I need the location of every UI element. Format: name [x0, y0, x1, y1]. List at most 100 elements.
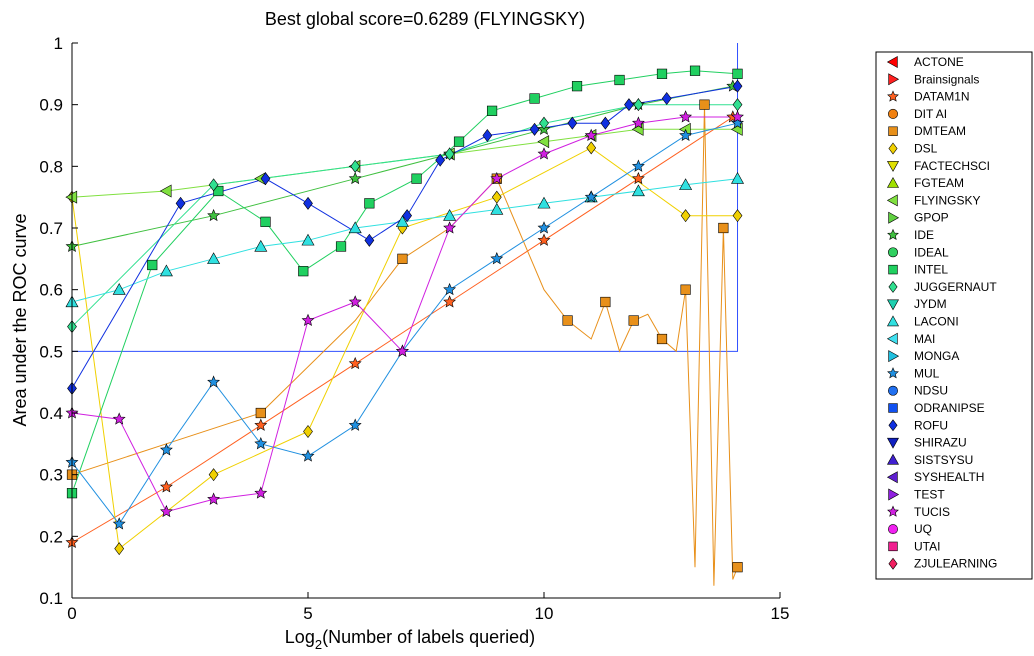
data-point-rofu — [529, 122, 540, 136]
y-tick-label: 0.7 — [39, 219, 63, 238]
legend-label-jydm: JYDM — [914, 297, 947, 311]
legend-label-zjulearning: ZJULEARNING — [914, 557, 997, 571]
y-tick-label: 0.4 — [39, 404, 63, 423]
data-point-mul — [631, 159, 645, 172]
y-axis-label: Area under the ROC curve — [10, 213, 30, 426]
data-point-dmteam — [718, 222, 729, 234]
data-point-mul — [443, 282, 457, 296]
y-tick-label: 0.8 — [39, 157, 63, 176]
data-point-tucis — [443, 221, 457, 234]
data-point-tucis — [731, 110, 744, 123]
data-point-laconi — [254, 239, 268, 252]
data-point-dsl — [208, 468, 219, 482]
series-line-dmteam — [71, 104, 738, 586]
legend-marker-laconi — [886, 315, 900, 327]
data-point-mul — [348, 418, 362, 431]
data-point-mul — [301, 449, 315, 462]
legend-marker-odranipse — [888, 403, 898, 413]
data-point-flyingsky — [159, 184, 172, 198]
y-tick-label: 0.1 — [39, 589, 63, 608]
legend-marker-factechsci — [886, 161, 900, 172]
legend-marker-mai — [886, 332, 898, 345]
data-point-intel — [656, 68, 668, 79]
legend-label-rofu: ROFU — [914, 418, 948, 432]
legend-label-utai: UTAI — [914, 539, 940, 553]
data-point-tucis — [112, 412, 126, 425]
data-point-intel — [411, 173, 422, 184]
data-point-laconi — [443, 209, 457, 221]
legend-label-sistsysu: SISTSYSU — [914, 453, 973, 467]
data-point-ide — [348, 171, 362, 185]
legend-marker-juggernaut — [888, 280, 898, 293]
legend-marker-flyingsky — [886, 194, 898, 207]
legend-label-fgteam: FGTEAM — [914, 176, 964, 190]
legend-marker-actone — [886, 55, 898, 69]
legend-marker-dsl — [888, 142, 898, 155]
data-point-laconi — [679, 178, 693, 190]
series-line-rofu — [71, 85, 738, 389]
data-point-rofu — [732, 79, 743, 93]
data-point-tucis — [159, 504, 173, 518]
data-point-laconi — [631, 184, 645, 197]
data-point-laconi — [395, 215, 409, 227]
data-point-dmteam — [562, 315, 573, 326]
data-point-tucis — [254, 486, 268, 499]
data-point-mul — [254, 437, 268, 450]
data-point-laconi — [207, 252, 221, 264]
legend-marker-test — [888, 488, 900, 501]
legend-marker-fgteam — [886, 176, 900, 188]
legend-marker-zjulearning — [888, 557, 898, 570]
x-tick-label: 5 — [303, 604, 312, 623]
data-point-laconi — [348, 221, 362, 234]
legend-label-actone: ACTONE — [914, 55, 964, 69]
axes: 0 5 10 15 0.1 0.2 0.3 0.4 0.5 0.6 0.7 0.8 0.9 1 — [39, 34, 789, 623]
data-point-tucis — [584, 128, 598, 142]
legend-label-dsl: DSL — [914, 142, 938, 156]
legend-label-laconi: LACONI — [914, 315, 959, 329]
data-point-tucis — [631, 116, 645, 129]
data-point-laconi — [537, 196, 551, 209]
y-tick-label: 0.3 — [39, 466, 63, 485]
data-point-dmteam — [628, 315, 639, 326]
data-point-rofu — [435, 153, 446, 167]
legend-label-ide: IDE — [914, 228, 934, 242]
data-point-mul — [731, 116, 744, 129]
legend-label-test: TEST — [914, 488, 945, 502]
data-point-juggernaut — [444, 147, 455, 161]
data-point-dmteam — [600, 296, 611, 308]
data-point-mul — [112, 517, 126, 530]
data-point-rofu — [260, 172, 271, 186]
data-point-tucis — [490, 171, 504, 185]
data-point-laconi — [112, 283, 126, 295]
data-point-dmteam — [656, 333, 668, 345]
data-point-tucis — [301, 313, 315, 327]
data-point-rofu — [624, 98, 634, 112]
legend-label-mai: MAI — [914, 332, 935, 346]
legend-label-monga: MONGA — [914, 349, 959, 363]
legend-marker-rofu — [888, 419, 898, 432]
data-point-dsl — [586, 141, 597, 155]
y-tick-label: 1 — [54, 34, 63, 53]
legend-label-syshealth: SYSHEALTH — [914, 470, 984, 484]
legend-label-juggernaut: JUGGERNAUT — [914, 280, 997, 294]
legend-label-uq: UQ — [914, 522, 932, 536]
data-point-datam1n — [443, 295, 457, 308]
y-tick-label: 0.5 — [39, 342, 63, 361]
data-point-rofu — [482, 129, 493, 142]
data-point-rofu — [303, 196, 313, 210]
legend-label-gpop: GPOP — [914, 211, 949, 225]
data-point-intel — [147, 259, 158, 271]
series-line-datam1n — [71, 116, 734, 543]
x-tick-label: 15 — [771, 604, 790, 623]
data-point-mul — [159, 443, 173, 456]
data-point-laconi — [159, 264, 173, 277]
data-point-intel — [614, 74, 625, 86]
data-point-flyingsky — [537, 135, 550, 149]
data-point-intel — [260, 216, 271, 227]
data-point-rofu — [661, 92, 672, 105]
legend-label-ideal: IDEAL — [914, 245, 949, 259]
legend-label-shirazu: SHIRAZU — [914, 436, 967, 450]
legend-label-mul: MUL — [914, 366, 940, 380]
legend-marker-gpop — [888, 211, 900, 224]
